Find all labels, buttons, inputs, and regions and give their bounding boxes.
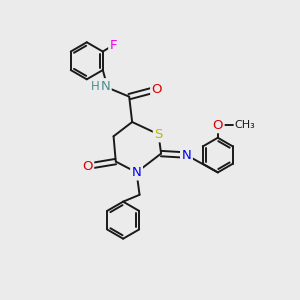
Text: O: O xyxy=(152,83,162,96)
Text: H: H xyxy=(91,80,100,93)
Text: N: N xyxy=(182,148,191,162)
Text: F: F xyxy=(110,39,117,52)
Text: CH₃: CH₃ xyxy=(235,120,256,130)
Text: O: O xyxy=(82,160,93,172)
Text: O: O xyxy=(213,119,223,132)
Text: N: N xyxy=(100,80,110,93)
Text: S: S xyxy=(154,128,163,141)
Text: N: N xyxy=(132,166,141,179)
